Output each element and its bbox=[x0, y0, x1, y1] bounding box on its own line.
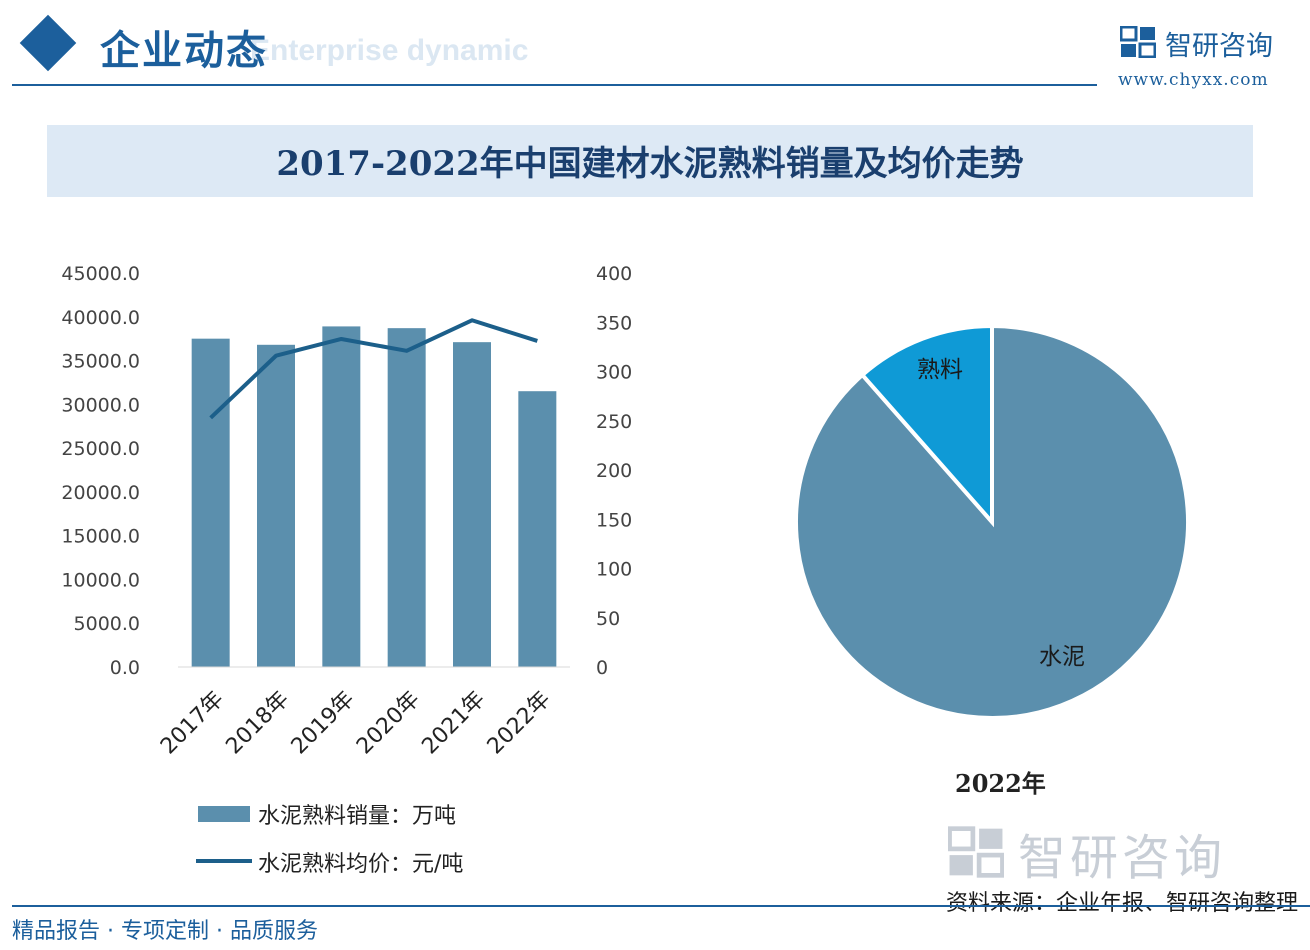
y-left-tick-label: 45000.0 bbox=[61, 263, 140, 285]
x-tick-label: 2017年 bbox=[156, 687, 229, 760]
price-line bbox=[209, 318, 538, 420]
y-right-tick-label: 50 bbox=[596, 608, 620, 630]
bar bbox=[387, 328, 426, 667]
source-note: 资料来源：企业年报、智研咨询整理 bbox=[945, 891, 1298, 916]
chart-title: 2017-2022年中国建材水泥熟料销量及均价走势 bbox=[276, 144, 1024, 184]
y-right-tick-label: 150 bbox=[596, 509, 632, 531]
footer-tagline: 精品报告 · 专项定制 · 品质服务 bbox=[12, 919, 318, 944]
y-right-tick-label: 250 bbox=[596, 411, 632, 433]
x-tick-label: 2018年 bbox=[221, 687, 294, 760]
header-divider bbox=[12, 84, 1097, 86]
bar bbox=[453, 342, 491, 667]
brand-name: 智研咨询 bbox=[1165, 31, 1273, 62]
footer-divider bbox=[12, 905, 1310, 907]
y-left-tick-label: 5000.0 bbox=[74, 613, 140, 635]
y-left-tick-label: 30000.0 bbox=[61, 394, 140, 416]
x-tick-label: 2019年 bbox=[287, 687, 360, 760]
legend-bar-swatch bbox=[198, 806, 250, 822]
y-left-tick-label: 10000.0 bbox=[61, 569, 140, 591]
legend-bar-label: 水泥熟料销量：万吨 bbox=[258, 804, 457, 829]
y-left-tick-label: 20000.0 bbox=[61, 482, 140, 504]
y-left-tick-label: 15000.0 bbox=[61, 526, 140, 548]
pie-title: 2022年 bbox=[955, 769, 1046, 798]
legend-line-label: 水泥熟料均价：元/吨 bbox=[258, 852, 464, 877]
watermark-name: 智研咨询 bbox=[1018, 830, 1227, 886]
brand-logo-icon bbox=[1120, 26, 1156, 58]
y-right-tick-label: 350 bbox=[596, 312, 632, 334]
pie-label-cement: 水泥 bbox=[1039, 644, 1085, 670]
pie-label-clinker: 熟料 bbox=[917, 357, 963, 383]
y-left-tick-label: 40000.0 bbox=[61, 307, 140, 329]
y-right-tick-label: 400 bbox=[596, 263, 632, 285]
chart-title-band: 2017-2022年中国建材水泥熟料销量及均价走势 bbox=[47, 125, 1253, 197]
legend-line-swatch bbox=[196, 859, 252, 863]
bar bbox=[257, 344, 295, 667]
y-left-tick-label: 0.0 bbox=[110, 657, 140, 679]
bar bbox=[322, 326, 361, 667]
x-tick-label: 2022年 bbox=[483, 687, 556, 760]
header-title: 企业动态 bbox=[100, 27, 268, 74]
y-right-tick-label: 100 bbox=[596, 559, 632, 581]
pie-slice-clinker bbox=[859, 323, 994, 528]
brand-url: www.chyxx.com bbox=[1118, 70, 1269, 90]
y-left-tick-label: 25000.0 bbox=[61, 438, 140, 460]
y-right-tick-label: 0 bbox=[596, 657, 608, 679]
bar bbox=[518, 391, 557, 667]
y-left-tick-label: 35000.0 bbox=[61, 351, 140, 373]
x-tick-label: 2021年 bbox=[417, 687, 490, 760]
bar bbox=[191, 338, 230, 667]
watermark-logo-icon bbox=[948, 826, 1004, 878]
x-tick-label: 2020年 bbox=[352, 687, 425, 760]
y-right-tick-label: 300 bbox=[596, 362, 632, 384]
y-right-tick-label: 200 bbox=[596, 460, 632, 482]
